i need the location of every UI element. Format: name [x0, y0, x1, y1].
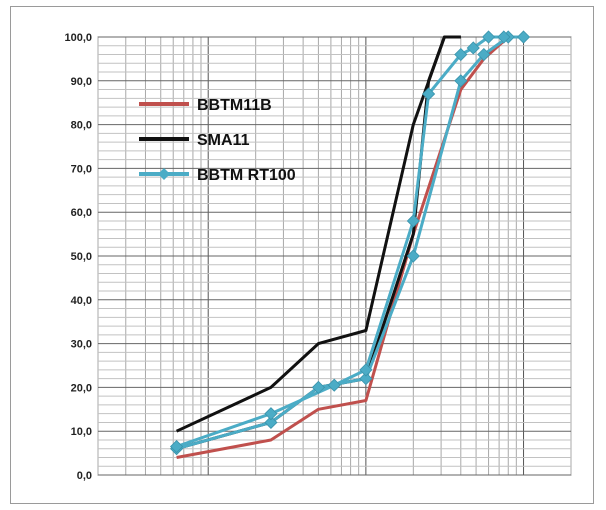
y-tick-label: 0,0 [77, 470, 92, 482]
y-axis-ticks: 0,0 10,0 20,0 30,0 40,0 50,0 60,0 70,0 80,0 90,0 1… [64, 32, 92, 482]
data-point-marker [311, 380, 325, 394]
y-tick-label: 100,0 [64, 32, 92, 44]
legend-label: BBTM11B [197, 97, 272, 114]
y-tick-label: 70,0 [71, 163, 92, 175]
y-tick-label: 80,0 [71, 120, 92, 132]
data-point-marker [481, 30, 496, 44]
data-point-marker [327, 378, 341, 392]
data-point-marker [516, 30, 531, 44]
data-point-marker [466, 41, 480, 55]
data-point-marker [264, 407, 278, 421]
legend: BBTM11B SMA11 BBTM RT100 [139, 97, 296, 184]
y-tick-label: 10,0 [71, 426, 92, 438]
gradation-chart: 0,0 10,0 20,0 30,0 40,0 50,0 60,0 70,0 80,0 90,0 1… [64, 30, 572, 482]
data-point-marker [170, 439, 184, 454]
data-point-marker [477, 47, 491, 62]
data-point-marker [422, 87, 436, 101]
chart-frame: 0,0 10,0 20,0 30,0 40,0 50,0 60,0 70,0 80,0 90,0 1… [10, 6, 594, 504]
legend-label: SMA11 [197, 132, 250, 149]
data-point-marker [359, 363, 373, 377]
data-point-marker [406, 249, 420, 263]
data-point-marker [264, 415, 278, 430]
data-point-marker [359, 372, 373, 386]
y-tick-label: 90,0 [71, 76, 92, 88]
series-lines [170, 30, 531, 459]
legend-label: BBTM RT100 [197, 167, 296, 184]
data-point-marker [454, 74, 468, 88]
data-point-marker [406, 214, 420, 228]
y-tick-label: 30,0 [71, 339, 92, 351]
data-point-marker [454, 47, 468, 62]
y-tick-label: 20,0 [71, 382, 92, 394]
y-tick-label: 50,0 [71, 251, 92, 263]
legend-marker [158, 168, 170, 180]
y-tick-label: 60,0 [71, 207, 92, 219]
data-point-marker [497, 30, 511, 44]
y-tick-label: 40,0 [71, 295, 92, 307]
